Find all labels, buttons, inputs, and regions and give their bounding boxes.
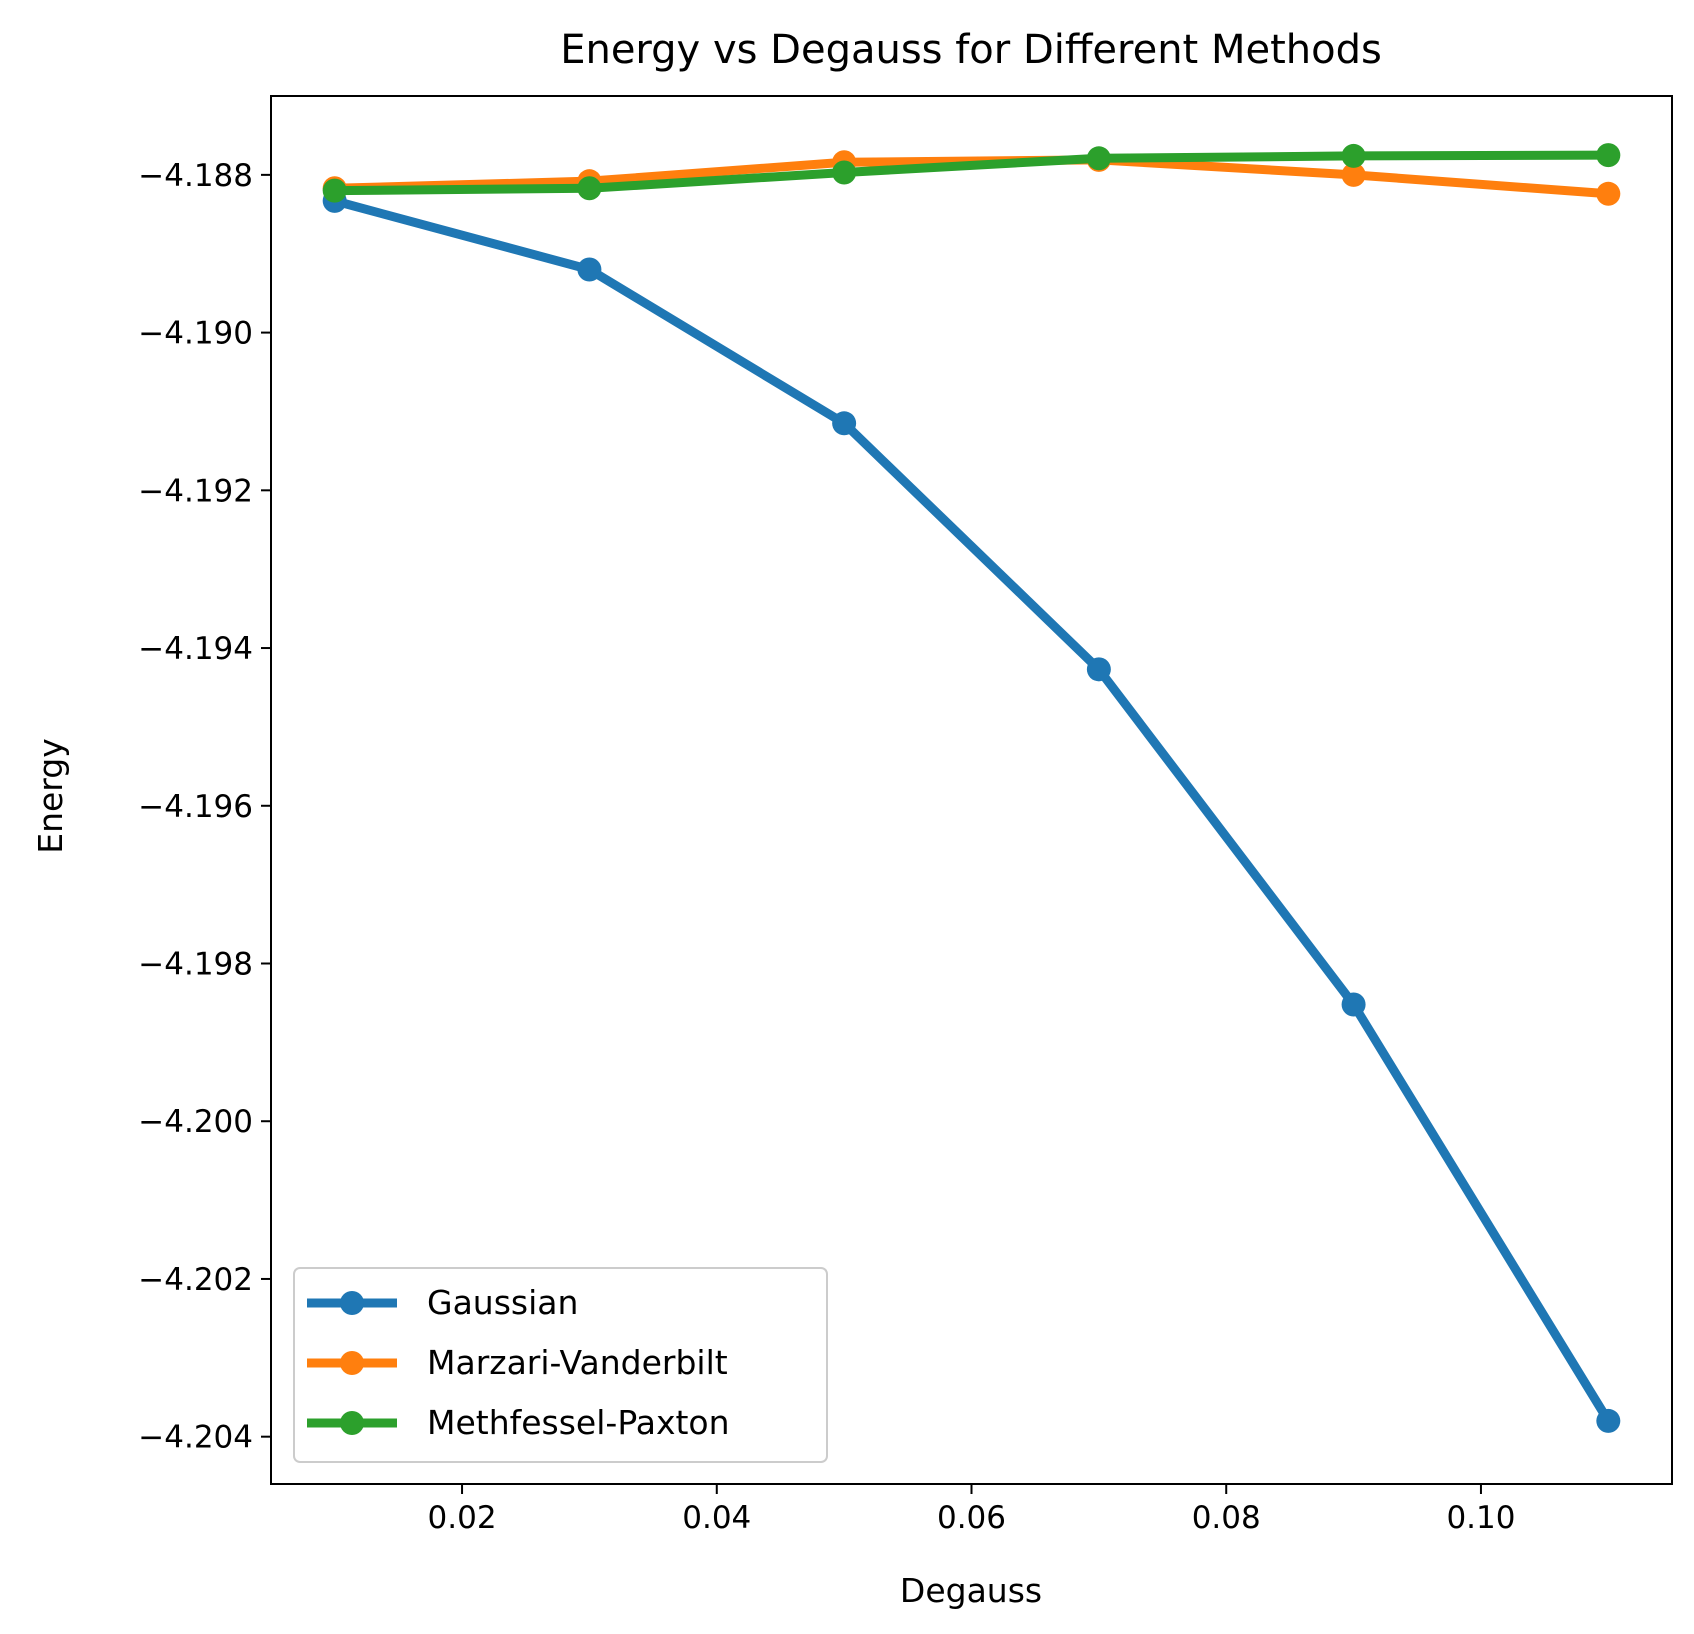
data-point bbox=[1086, 146, 1111, 171]
y-tick-label: −4.198 bbox=[138, 947, 253, 983]
data-point bbox=[832, 160, 857, 185]
data-point bbox=[577, 176, 602, 201]
data-point bbox=[832, 411, 857, 436]
x-tick-label: 0.10 bbox=[1446, 1500, 1515, 1536]
legend-swatch-marker bbox=[340, 1291, 364, 1315]
data-point bbox=[1596, 1408, 1621, 1433]
y-tick-label: −4.194 bbox=[138, 631, 253, 667]
x-tick-label: 0.04 bbox=[682, 1500, 751, 1536]
series-line-0 bbox=[333, 196, 1613, 1424]
chart-title: Energy vs Degauss for Different Methods bbox=[560, 27, 1382, 73]
legend: Gaussian Marzari-Vanderbilt Methfessel-Pax… bbox=[293, 1267, 828, 1463]
y-tick-label: −4.200 bbox=[138, 1104, 253, 1140]
y-tick-label: −4.192 bbox=[138, 473, 253, 509]
data-point bbox=[1596, 181, 1621, 206]
y-tick-label: −4.188 bbox=[138, 158, 253, 194]
axes: 0.02 0.04 0.06 0.08 0.10 −4.188 −4.190 −4.192 −4… bbox=[138, 95, 1673, 1536]
data-point bbox=[1086, 657, 1111, 682]
data-point bbox=[577, 257, 602, 282]
data-point bbox=[322, 178, 347, 203]
data-point bbox=[1341, 162, 1366, 187]
x-tick-label: 0.06 bbox=[937, 1500, 1006, 1536]
y-tick-label: −4.190 bbox=[138, 316, 253, 352]
data-point bbox=[1596, 143, 1621, 168]
legend-entry-label: Methfessel-Paxton bbox=[427, 1403, 730, 1442]
legend-box bbox=[293, 1267, 828, 1463]
data-point bbox=[1341, 143, 1366, 168]
legend-entry-label: Gaussian bbox=[427, 1283, 578, 1322]
series-line-2 bbox=[334, 150, 1609, 196]
y-axis-label: Energy bbox=[31, 738, 70, 854]
legend-swatch-marker bbox=[340, 1411, 364, 1435]
y-tick-label: −4.204 bbox=[138, 1420, 253, 1456]
y-tick-label: −4.202 bbox=[138, 1262, 253, 1298]
legend-swatch-marker bbox=[340, 1351, 364, 1375]
y-tick-label: −4.196 bbox=[138, 789, 253, 825]
series-layer bbox=[322, 143, 1621, 1433]
x-tick-label: 0.08 bbox=[1192, 1500, 1261, 1536]
plot-frame bbox=[270, 95, 1673, 1485]
data-point bbox=[1341, 992, 1366, 1017]
x-axis-label: Degauss bbox=[900, 1571, 1042, 1610]
legend-entry-label: Marzari-Vanderbilt bbox=[427, 1343, 728, 1382]
x-tick-label: 0.02 bbox=[428, 1500, 497, 1536]
